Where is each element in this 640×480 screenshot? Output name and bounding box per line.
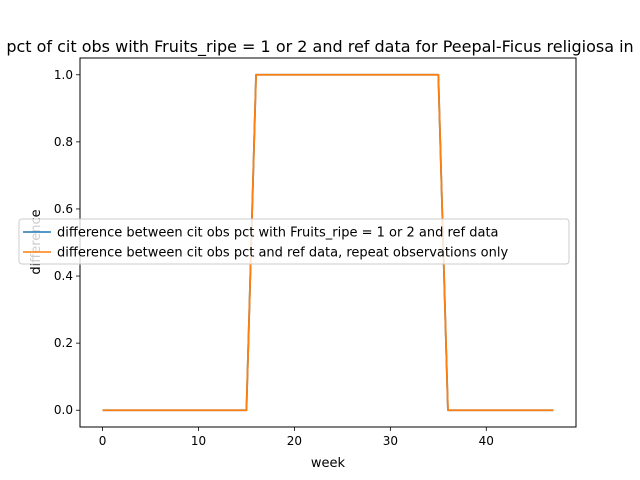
x-tick-label: 0 — [99, 434, 107, 448]
x-axis-label: week — [311, 456, 346, 471]
series-line-2 — [102, 73, 554, 412]
y-tick-label: 0.4 — [54, 269, 73, 283]
legend-label-series-2: difference between cit obs pct and ref d… — [57, 246, 508, 261]
x-axis-ticks: 0 10 20 30 40 — [99, 427, 494, 448]
y-tick-label: 0.0 — [54, 403, 73, 417]
legend-box — [18, 218, 570, 265]
chart-title: pct of cit obs with Fruits_ripe = 1 or 2… — [6, 37, 633, 57]
x-tick-label: 30 — [383, 434, 398, 448]
legend-label-series-1: difference between cit obs pct with Frui… — [57, 226, 499, 241]
x-tick-label: 40 — [479, 434, 494, 448]
y-axis-ticks: 0.0 0.2 0.4 0.6 0.8 1.0 — [54, 68, 80, 417]
y-tick-label: 0.6 — [54, 202, 73, 216]
series-layer — [102, 73, 554, 412]
x-tick-label: 10 — [191, 434, 206, 448]
y-tick-label: 0.8 — [54, 135, 73, 149]
x-tick-label: 20 — [287, 434, 302, 448]
y-tick-label: 0.2 — [54, 336, 73, 350]
y-tick-label: 1.0 — [54, 68, 73, 82]
legend: difference between cit obs pct with Frui… — [18, 218, 570, 265]
